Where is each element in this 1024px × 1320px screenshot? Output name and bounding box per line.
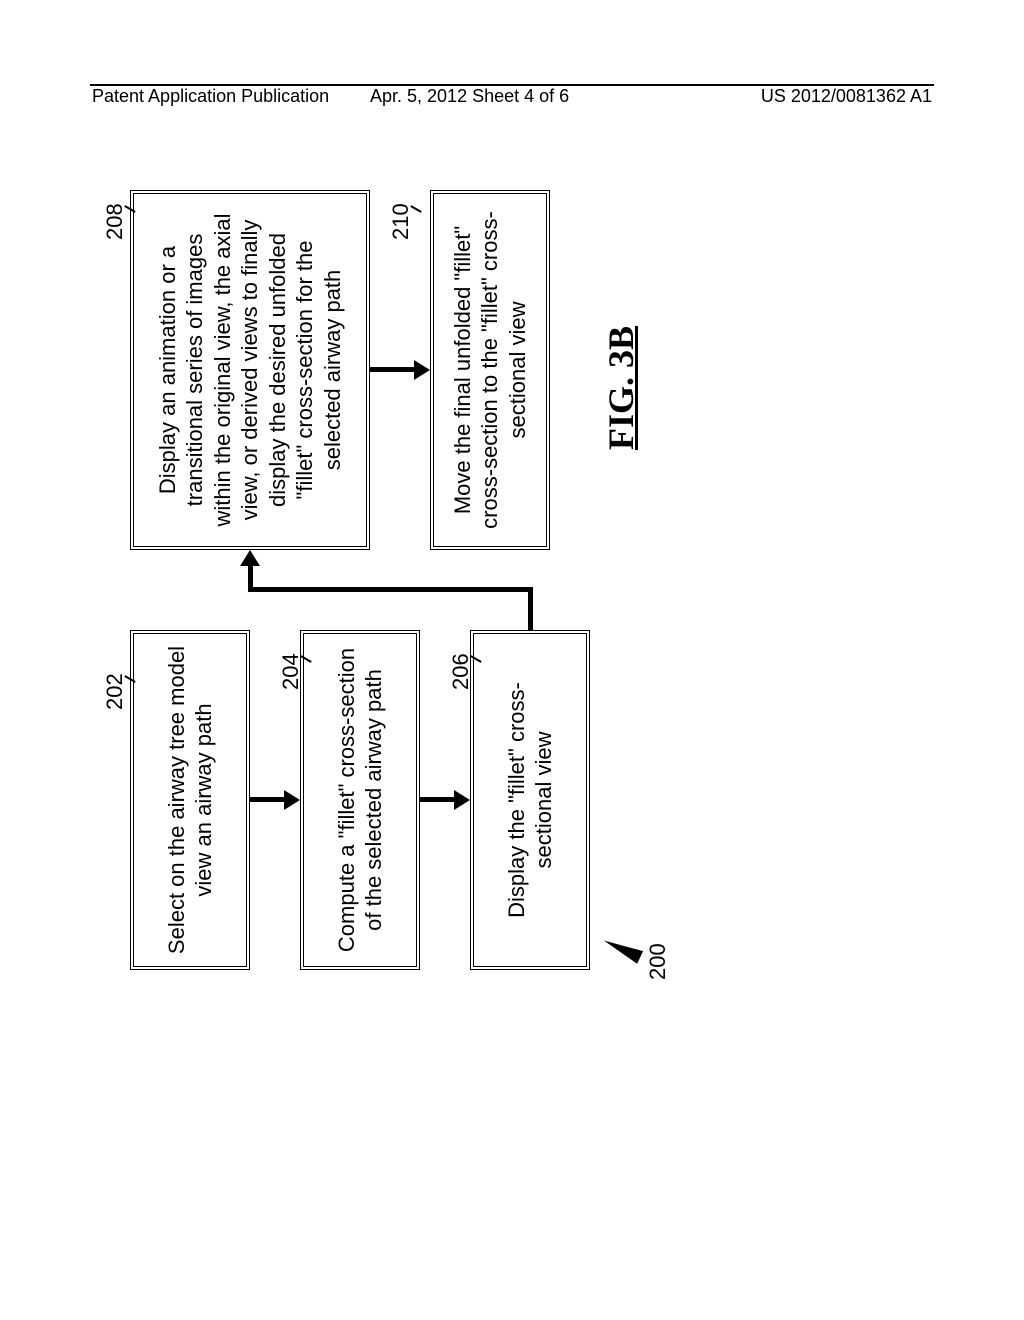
label-202: 202	[102, 673, 128, 710]
label-206: 206	[448, 653, 474, 690]
flowchart-container: Select on the airway tree model view an …	[130, 190, 890, 970]
flow-box-206-text: Display the "fillet" cross-sectional vie…	[503, 644, 558, 956]
arrow-206-208-h2	[248, 564, 253, 592]
flow-box-202: Select on the airway tree model view an …	[130, 630, 250, 970]
arrow-206-208-v	[248, 587, 533, 592]
arrow-202-204-line	[250, 797, 286, 802]
flow-box-208-text: Display an animation or a transitional s…	[154, 204, 347, 536]
flow-box-210: Move the final unfolded "fillet" cross-s…	[430, 190, 550, 550]
flow-box-206: Display the "fillet" cross-sectional vie…	[470, 630, 590, 970]
ref-200-arrow-icon	[601, 934, 643, 964]
label-204: 204	[278, 653, 304, 690]
arrow-208-210-line	[370, 367, 416, 372]
arrow-206-208-head	[240, 550, 260, 566]
label-210: 210	[388, 203, 414, 240]
header-left-text: Patent Application Publication	[92, 86, 329, 107]
flow-box-204-text: Compute a "fillet" cross-section of the …	[333, 644, 388, 956]
arrow-204-206-line	[420, 797, 456, 802]
arrow-204-206-head	[454, 790, 470, 810]
header-center-text: Apr. 5, 2012 Sheet 4 of 6	[370, 86, 569, 107]
flow-box-208: Display an animation or a transitional s…	[130, 190, 370, 550]
header-right-text: US 2012/0081362 A1	[761, 86, 932, 107]
arrow-206-208-h1	[528, 590, 533, 630]
ref-200-label: 200	[645, 943, 671, 980]
flow-box-210-text: Move the final unfolded "fillet" cross-s…	[449, 204, 532, 536]
figure-label: FIG. 3B	[600, 326, 642, 450]
arrow-202-204-head	[284, 790, 300, 810]
label-208: 208	[102, 203, 128, 240]
arrow-208-210-head	[414, 360, 430, 380]
flow-box-204: Compute a "fillet" cross-section of the …	[300, 630, 420, 970]
flow-box-202-text: Select on the airway tree model view an …	[163, 644, 218, 956]
